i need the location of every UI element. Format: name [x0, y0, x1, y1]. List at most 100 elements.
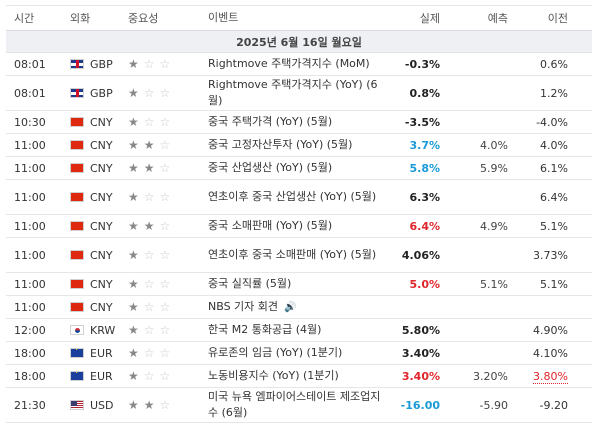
- star-filled-icon: ★: [128, 161, 139, 175]
- star-empty-icon: ☆: [143, 248, 155, 262]
- previous-value-text: 6.4%: [540, 190, 568, 204]
- actual-value: 3.40%: [401, 346, 440, 360]
- header-event[interactable]: 이벤트: [208, 11, 239, 24]
- event-name[interactable]: 중국 소매판매 (YoY) (5월): [208, 219, 333, 232]
- event-name-cell[interactable]: 연초이후 중국 소매판매 (YoY) (5월): [208, 247, 384, 263]
- previous-value: 6.4%: [508, 191, 574, 204]
- event-currency: USD: [70, 399, 128, 412]
- event-row[interactable]: 11:00 CNY ★ ★ ☆ 중국 소매판매 (YoY) (5월) 6.4% 4.9% 5.1…: [6, 215, 592, 238]
- event-name-cell[interactable]: 유로존의 임금 (YoY) (1분기): [208, 345, 384, 361]
- previous-value-text: 4.10%: [533, 346, 568, 360]
- event-currency: GBP: [70, 87, 128, 100]
- star-empty-icon: ☆: [159, 346, 171, 360]
- importance-rating: ★ ☆ ☆: [128, 347, 208, 359]
- event-currency: CNY: [70, 116, 128, 129]
- us-flag-icon: [70, 400, 84, 410]
- event-time: 12:00: [14, 323, 46, 337]
- header-importance[interactable]: 중요성: [128, 12, 159, 25]
- currency-code: EUR: [90, 346, 113, 360]
- event-name[interactable]: 유로존의 임금 (YoY) (1분기): [208, 346, 343, 359]
- previous-value: 6.1%: [508, 162, 574, 175]
- event-row[interactable]: 12:00 KRW ★ ☆ ☆ 한국 M2 통화공급 (4월) 5.80% 4.90%: [6, 319, 592, 342]
- event-name[interactable]: 중국 산업생산 (YoY) (5월): [208, 161, 333, 174]
- event-row[interactable]: 18:00 EUR ★ ☆ ☆ 노동비용지수 (YoY) (1분기) 3.40% 3.20% 3…: [6, 365, 592, 388]
- event-row[interactable]: 11:00 CNY ★ ☆ ☆ 중국 실직률 (5월) 5.0% 5.1% 5.1%: [6, 273, 592, 296]
- previous-value: 3.73%: [508, 249, 574, 262]
- event-time: 11:00: [14, 300, 46, 314]
- star-filled-icon: ★: [128, 86, 139, 100]
- previous-value-text: 5.1%: [540, 277, 568, 291]
- event-row[interactable]: 11:00 CNY ★ ☆ ☆ 연초이후 중국 소매판매 (YoY) (5월) 4.06% 3…: [6, 238, 592, 273]
- previous-value: 3.80%: [508, 369, 574, 384]
- kr-flag-icon: [70, 325, 84, 335]
- event-name-cell[interactable]: Rightmove 주택가격지수 (YoY) (6월): [208, 77, 384, 109]
- previous-value: 4.10%: [508, 347, 574, 360]
- event-name-cell[interactable]: 연초이후 중국 산업생산 (YoY) (5월): [208, 189, 384, 205]
- event-row[interactable]: 11:00 CNY ★ ★ ☆ 중국 산업생산 (YoY) (5월) 5.8% 5.9% 6.1…: [6, 157, 592, 180]
- star-empty-icon: ☆: [159, 219, 171, 233]
- event-name-cell[interactable]: 중국 산업생산 (YoY) (5월): [208, 160, 384, 176]
- event-name-cell[interactable]: 중국 고정자산투자 (YoY) (5월): [208, 137, 384, 153]
- star-empty-icon: ☆: [143, 300, 155, 314]
- date-row: 2025년 6월 16일 월요일: [6, 31, 592, 53]
- event-name[interactable]: 중국 주택가격 (YoY) (5월): [208, 115, 333, 128]
- event-row[interactable]: 08:01 GBP ★ ☆ ☆ Rightmove 주택가격지수 (MoM) -0.3% 0.…: [6, 53, 592, 76]
- event-currency: GBP: [70, 58, 128, 71]
- header-time[interactable]: 시간: [14, 12, 35, 25]
- importance-rating: ★ ★ ☆: [128, 162, 208, 174]
- event-time: 21:30: [14, 398, 46, 412]
- event-row[interactable]: 08:01 GBP ★ ☆ ☆ Rightmove 주택가격지수 (YoY) (6월) 0.…: [6, 76, 592, 111]
- event-time: 11:00: [14, 219, 46, 233]
- event-name[interactable]: 연초이후 중국 소매판매 (YoY) (5월): [208, 248, 377, 261]
- star-filled-icon: ★: [143, 161, 155, 175]
- actual-value: 5.80%: [401, 323, 440, 337]
- eu-flag-icon: [70, 371, 84, 381]
- event-name-cell[interactable]: 중국 주택가격 (YoY) (5월): [208, 114, 384, 130]
- eu-flag-icon: [70, 348, 84, 358]
- event-row[interactable]: 21:30 USD ★ ★ ☆ 미국 뉴욕 엠파이어스테이트 제조업지수 (6월) -16.…: [6, 388, 592, 423]
- previous-value: 4.0%: [508, 139, 574, 152]
- event-name-cell[interactable]: Rightmove 주택가격지수 (MoM): [208, 56, 384, 72]
- previous-value: -4.0%: [508, 116, 574, 129]
- previous-value-text: 4.0%: [540, 138, 568, 152]
- event-name-cell[interactable]: 미국 뉴욕 엠파이어스테이트 제조업지수 (6월): [208, 389, 384, 421]
- event-name[interactable]: 한국 M2 통화공급 (4월): [208, 323, 322, 336]
- event-row[interactable]: 10:30 CNY ★ ☆ ☆ 중국 주택가격 (YoY) (5월) -3.5% -4.0%: [6, 111, 592, 134]
- event-name-cell[interactable]: 중국 소매판매 (YoY) (5월): [208, 218, 384, 234]
- currency-code: USD: [90, 398, 114, 412]
- event-row[interactable]: 18:00 EUR ★ ☆ ☆ 유로존의 임금 (YoY) (1분기) 3.40% 4.10%: [6, 342, 592, 365]
- forecast-value: 4.0%: [480, 138, 508, 152]
- event-name-cell[interactable]: 노동비용지수 (YoY) (1분기): [208, 368, 384, 384]
- event-row[interactable]: 11:00 CNY ★ ★ ☆ 중국 고정자산투자 (YoY) (5월) 3.7% 4.0% 4…: [6, 134, 592, 157]
- date-label: 2025년 6월 16일 월요일: [236, 35, 362, 49]
- gb-flag-icon: [70, 88, 84, 98]
- event-time: 11:00: [14, 248, 46, 262]
- event-currency: CNY: [70, 249, 128, 262]
- event-name[interactable]: NBS 기자 회견: [208, 299, 279, 313]
- event-name[interactable]: 미국 뉴욕 엠파이어스테이트 제조업지수 (6월): [208, 390, 381, 419]
- event-row[interactable]: 11:00 CNY ★ ☆ ☆ 연초이후 중국 산업생산 (YoY) (5월) 6.3% 6.…: [6, 180, 592, 215]
- header-currency[interactable]: 외화: [70, 12, 91, 25]
- event-name-cell[interactable]: 한국 M2 통화공급 (4월): [208, 322, 384, 338]
- header-actual[interactable]: 실제: [419, 12, 440, 25]
- previous-value-text: 6.1%: [540, 161, 568, 175]
- event-name[interactable]: 노동비용지수 (YoY) (1분기): [208, 369, 339, 382]
- event-name[interactable]: Rightmove 주택가격지수 (YoY) (6월): [208, 78, 378, 107]
- event-name-cell[interactable]: 중국 실직률 (5월): [208, 276, 384, 292]
- event-name-cell[interactable]: NBS 기자 회견 🔊: [208, 299, 384, 316]
- header-previous[interactable]: 이전: [547, 12, 568, 25]
- star-filled-icon: ★: [143, 138, 155, 152]
- event-row[interactable]: 11:00 CNY ★ ☆ ☆ NBS 기자 회견 🔊: [6, 296, 592, 319]
- previous-value-text: 5.1%: [540, 219, 568, 233]
- event-name[interactable]: 중국 고정자산투자 (YoY) (5월): [208, 138, 353, 151]
- star-empty-icon: ☆: [159, 86, 171, 100]
- event-name[interactable]: Rightmove 주택가격지수 (MoM): [208, 57, 370, 70]
- star-empty-icon: ☆: [159, 323, 171, 337]
- event-name[interactable]: 연초이후 중국 산업생산 (YoY) (5월): [208, 190, 377, 203]
- currency-code: CNY: [90, 300, 113, 314]
- actual-value: 0.8%: [409, 86, 440, 100]
- star-empty-icon: ☆: [143, 323, 155, 337]
- header-forecast[interactable]: 예측: [487, 12, 508, 25]
- event-name[interactable]: 중국 실직률 (5월): [208, 277, 292, 290]
